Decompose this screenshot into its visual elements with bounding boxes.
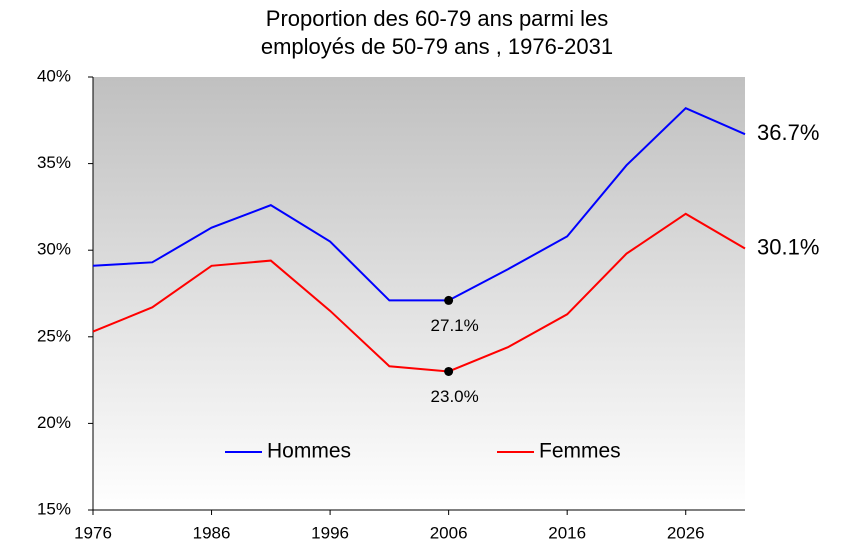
- y-tick-label: 15%: [37, 499, 71, 518]
- y-tick-label: 25%: [37, 326, 71, 345]
- x-tick-label: 2006: [430, 523, 468, 542]
- plot-area: [93, 77, 745, 510]
- x-tick-label: 1976: [74, 523, 112, 542]
- x-tick-label: 1986: [193, 523, 231, 542]
- chart-title: employés de 50-79 ans , 1976-2031: [261, 34, 613, 59]
- legend-label: Hommes: [267, 440, 351, 463]
- y-tick-label: 20%: [37, 413, 71, 432]
- x-tick-label: 2026: [667, 523, 705, 542]
- series-line: [92, 212, 746, 373]
- series-line: [92, 106, 746, 302]
- data-label: 23.0%: [431, 387, 479, 406]
- legend-label: Femmes: [539, 440, 621, 463]
- x-tick-label: 1996: [311, 523, 349, 542]
- y-tick-label: 35%: [37, 153, 71, 172]
- x-tick-label: 2016: [548, 523, 586, 542]
- y-tick-label: 40%: [37, 66, 71, 85]
- chart-title: Proportion des 60-79 ans parmi les: [266, 6, 608, 31]
- end-label: 36.7%: [757, 120, 819, 145]
- end-label: 30.1%: [757, 234, 819, 259]
- point-marker: [444, 366, 454, 376]
- y-tick-label: 30%: [37, 240, 71, 259]
- data-label: 27.1%: [431, 316, 479, 335]
- point-marker: [444, 295, 454, 305]
